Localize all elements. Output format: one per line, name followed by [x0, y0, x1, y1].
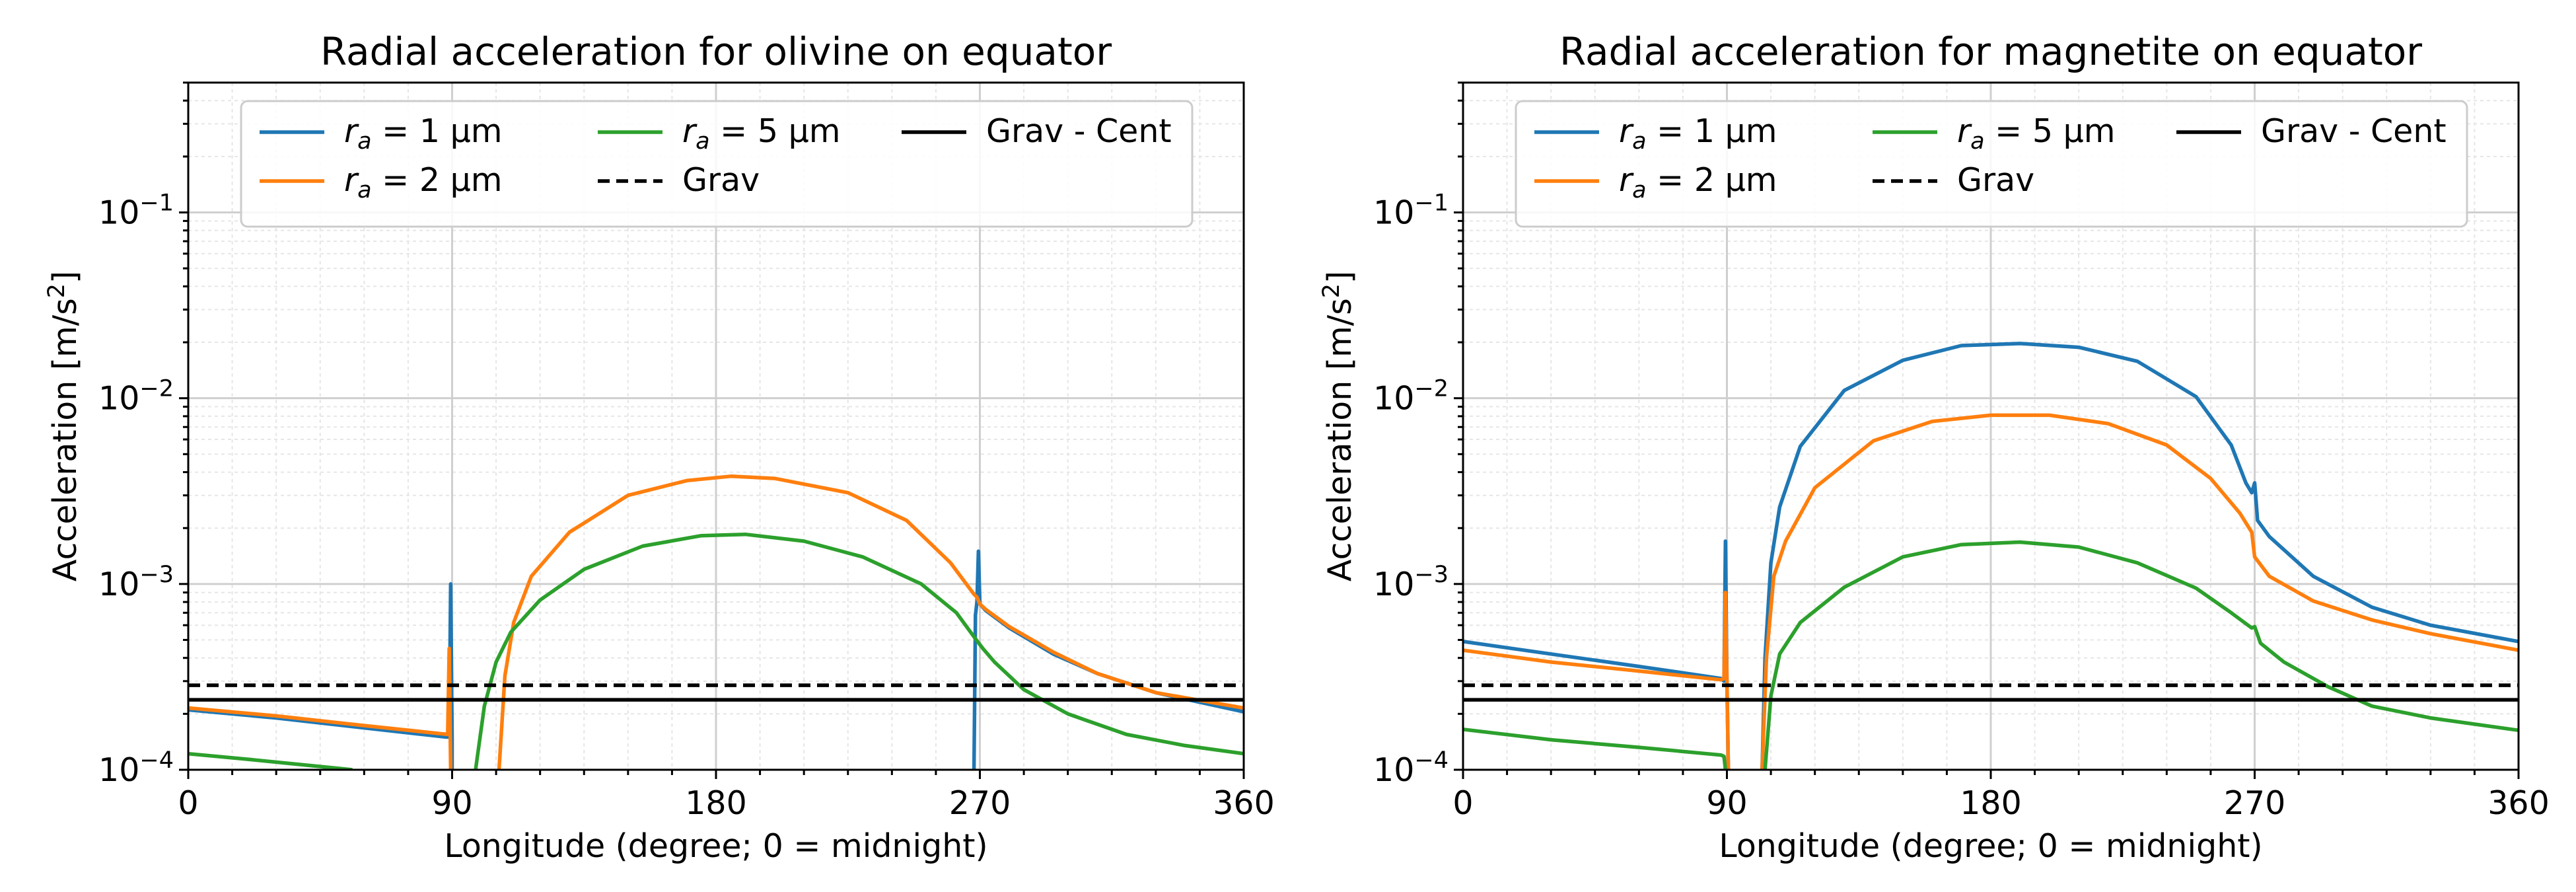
x-tick-label: 360 — [1213, 784, 1275, 822]
legend-label: Grav — [682, 161, 760, 199]
series-group — [188, 474, 1244, 770]
chart-panel-2: 0 90 180 270 360 10−4 10−3 10−2 10−1 Radial accel… — [1318, 29, 2550, 865]
x-tick-label: 270 — [949, 784, 1011, 822]
x-axis-label: Longitude (degree; 0 = midnight) — [1719, 827, 2262, 865]
legend: ra = 1 µm ra = 2 µm ra = 5 µm Grav Grav - Ce… — [240, 100, 1194, 228]
series-line-r-a-2-m — [497, 474, 1244, 770]
series-group — [1463, 342, 2519, 770]
legend-label: ra = 2 µm — [1619, 161, 1777, 204]
x-tick-label: 270 — [2224, 784, 2286, 822]
series-line-r-a-5-m — [1463, 727, 1728, 770]
x-tick-label: 180 — [1960, 784, 2022, 822]
y-tick-label: 10−3 — [1373, 562, 1449, 603]
chart-title: Radial acceleration for magnetite on equ… — [1559, 29, 2422, 74]
x-tick-label: 90 — [1706, 784, 1747, 822]
y-tick-label: 10−1 — [98, 190, 174, 232]
legend: ra = 1 µm ra = 2 µm ra = 5 µm Grav Grav - Ce… — [1515, 100, 2468, 228]
series-line-r-a-5-m — [1763, 540, 2519, 770]
series-line-r-a-2-m — [1463, 590, 1731, 770]
chart-panel-1: 0 90 180 270 360 10−4 10−3 10−2 10−1 Radial accel… — [44, 29, 1275, 865]
x-tick-label: 0 — [178, 784, 198, 822]
legend-label: ra = 2 µm — [344, 161, 502, 204]
y-tick-label: 10−3 — [98, 562, 174, 603]
series-line-r-a-2-m — [1760, 413, 2519, 770]
x-axis-label: Longitude (degree; 0 = midnight) — [444, 827, 987, 865]
series-line-r-a-2-m — [188, 646, 453, 770]
legend-label: Grav - Cent — [986, 112, 1172, 150]
legend-label: ra = 1 µm — [1619, 112, 1777, 155]
series-line-r-a-1-m — [188, 582, 454, 770]
x-tick-label: 0 — [1452, 784, 1473, 822]
y-tick-label: 10−4 — [1373, 747, 1449, 789]
legend-label: ra = 5 µm — [1957, 112, 2115, 155]
x-tick-label: 180 — [685, 784, 747, 822]
y-tick-label: 10−4 — [98, 747, 174, 789]
y-tick-label: 10−2 — [98, 376, 174, 418]
legend-label: Grav - Cent — [2261, 112, 2447, 150]
series-line-r-a-1-m — [1760, 342, 2519, 770]
y-axis-label: Acceleration [m/s2] — [44, 271, 84, 581]
series-line-r-a-5-m — [474, 532, 1244, 770]
chart-title: Radial acceleration for olivine on equat… — [320, 29, 1112, 74]
series-line-r-a-5-m — [188, 751, 353, 770]
legend-label: ra = 5 µm — [682, 112, 840, 155]
y-tick-label: 10−2 — [1373, 376, 1449, 418]
x-tick-label: 360 — [2487, 784, 2550, 822]
x-tick-label: 90 — [431, 784, 472, 822]
legend-label: ra = 1 µm — [344, 112, 502, 155]
legend-label: Grav — [1957, 161, 2034, 199]
y-axis-label: Acceleration [m/s2] — [1318, 271, 1359, 581]
y-tick-label: 10−1 — [1373, 190, 1449, 232]
